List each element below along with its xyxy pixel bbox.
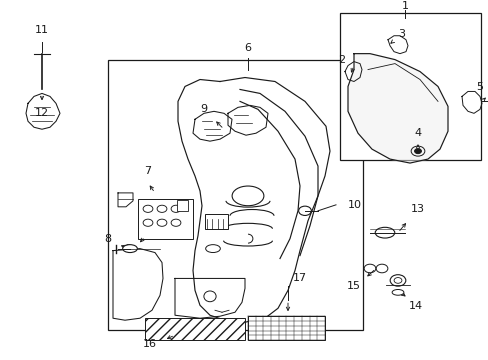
Ellipse shape [391,289,403,295]
Bar [138,199,193,239]
Text: 5: 5 [475,82,482,93]
Bar [108,59,362,330]
Text: 9: 9 [200,104,207,114]
Text: 10: 10 [347,200,361,210]
Text: 14: 14 [408,301,422,311]
Bar [204,215,228,229]
Ellipse shape [205,245,220,252]
Text: 13: 13 [410,204,424,214]
Text: 12: 12 [35,108,49,118]
Text: 3: 3 [398,29,405,39]
Bar [339,13,480,160]
Text: 1: 1 [401,1,407,11]
Text: 6: 6 [244,43,251,53]
Ellipse shape [122,245,137,252]
Bar [145,318,244,340]
Text: 9: 9 [124,244,131,253]
Bar [177,200,187,211]
Polygon shape [347,54,447,163]
Text: 2: 2 [338,55,345,64]
Text: 17: 17 [292,274,306,283]
Circle shape [414,149,421,154]
Text: 7: 7 [144,166,151,176]
Text: 16: 16 [142,339,157,349]
Text: 15: 15 [346,282,360,291]
Text: 4: 4 [414,128,421,138]
Text: 8: 8 [104,234,111,244]
Bar [247,316,325,340]
Ellipse shape [374,227,394,238]
Ellipse shape [203,291,216,302]
Text: 11: 11 [35,25,49,35]
